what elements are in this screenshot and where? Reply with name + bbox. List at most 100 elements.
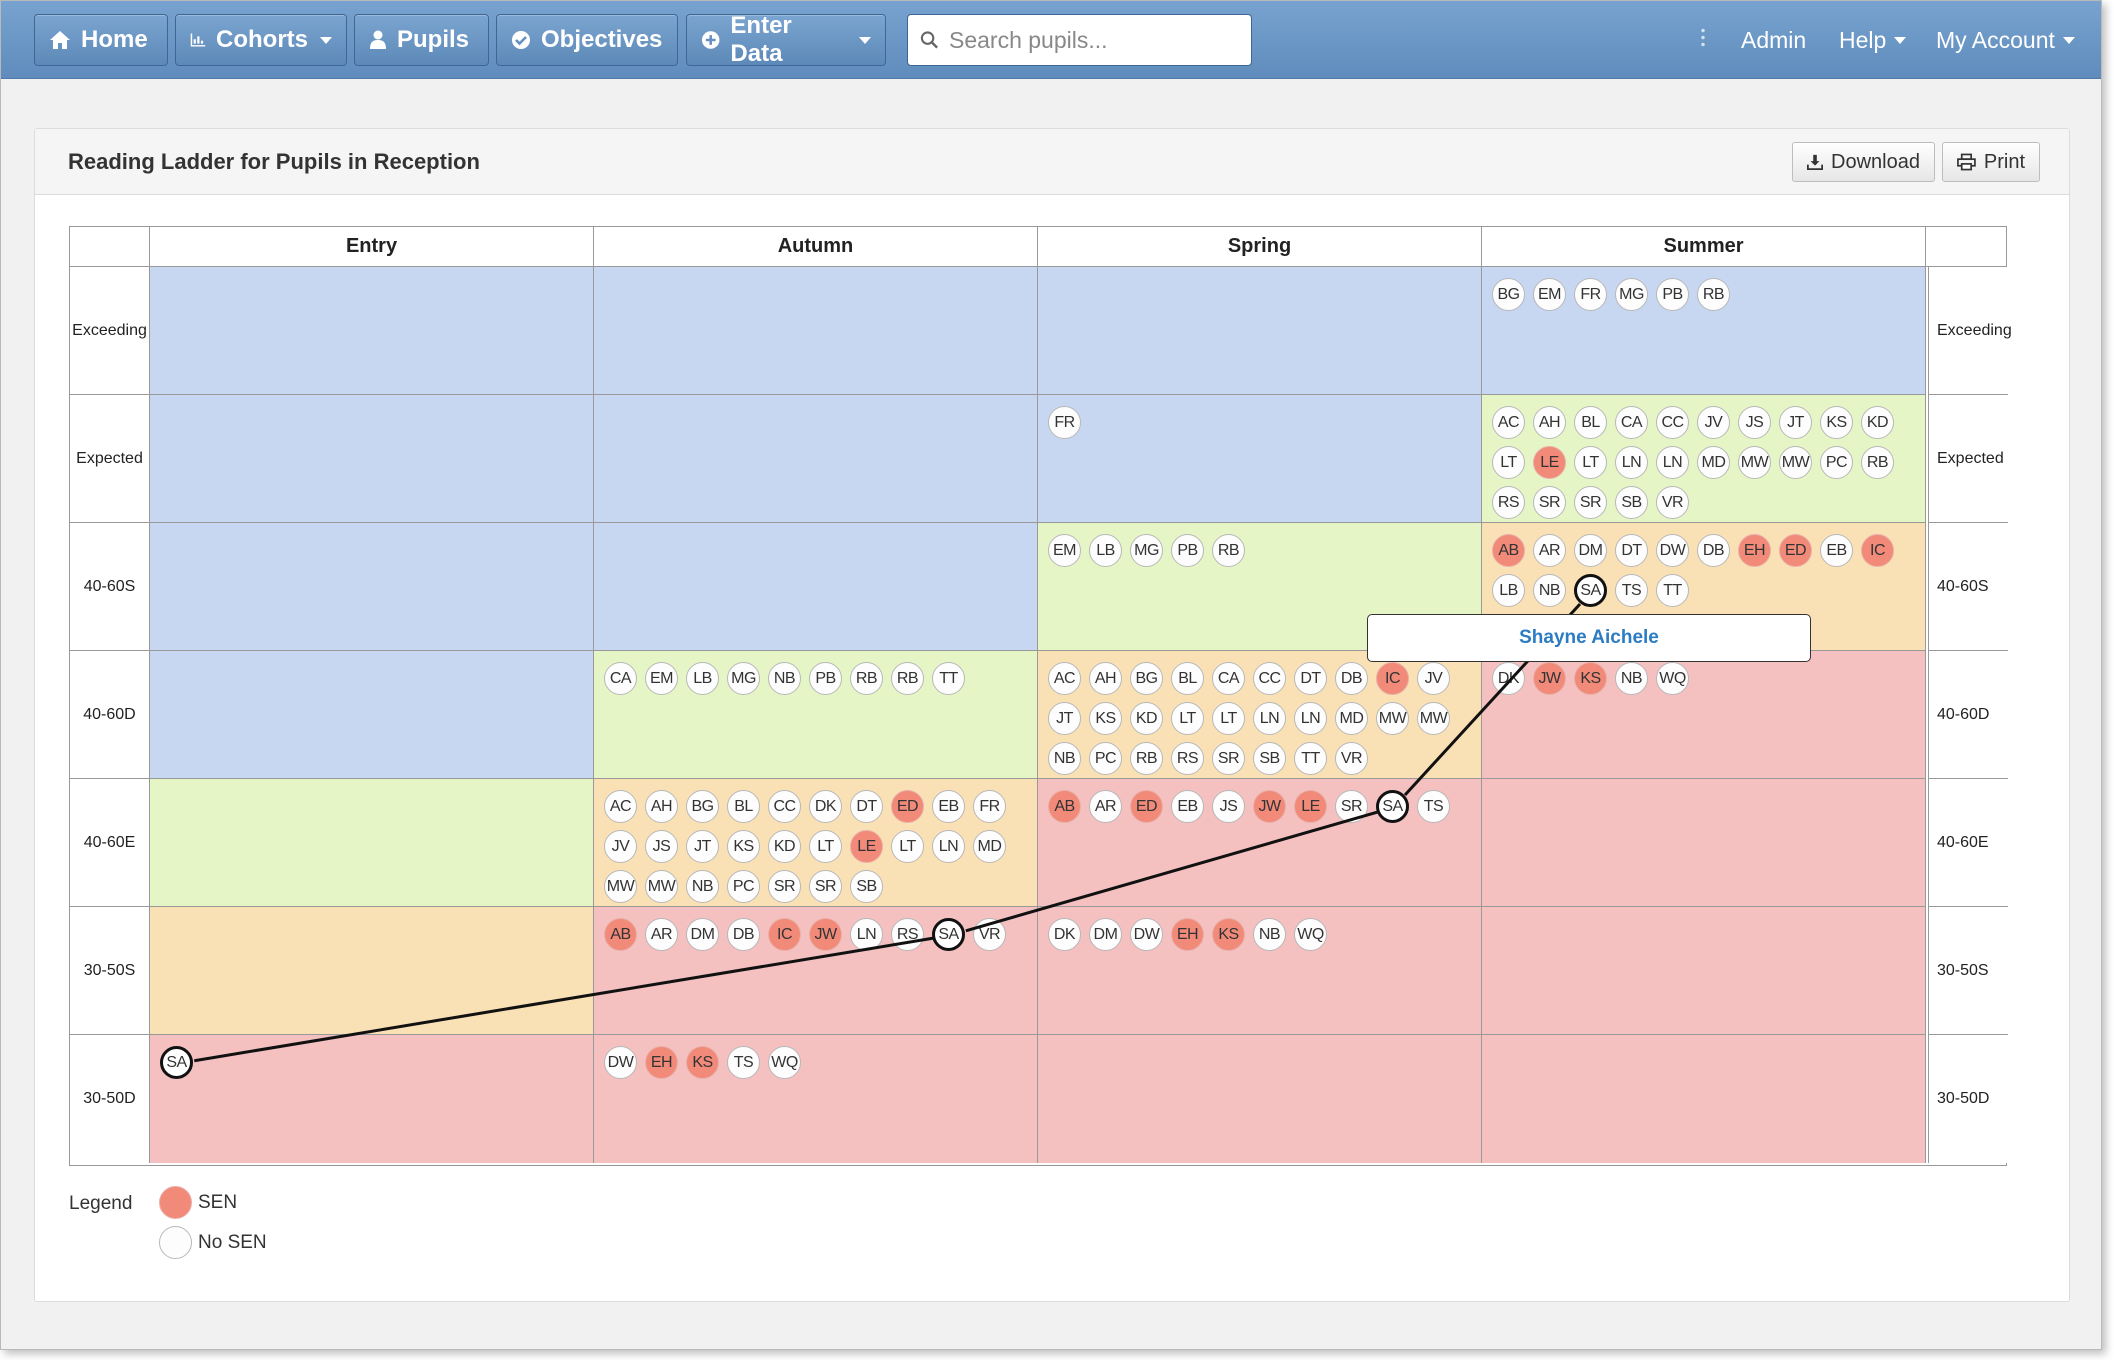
pupil-marker[interactable]: EB — [932, 790, 965, 823]
pupil-marker[interactable]: JT — [1779, 406, 1812, 439]
pupil-marker[interactable]: MD — [1335, 702, 1368, 735]
pupil-marker[interactable]: LE — [1533, 446, 1566, 479]
download-button[interactable]: Download — [1792, 142, 1935, 182]
pupil-marker[interactable]: BL — [1574, 406, 1607, 439]
pupil-marker[interactable]: EB — [1171, 790, 1204, 823]
pupil-marker[interactable]: DM — [1574, 534, 1607, 567]
pupil-marker[interactable]: LT — [1492, 446, 1525, 479]
pupil-marker[interactable]: DB — [727, 918, 760, 951]
pupil-marker[interactable]: LN — [1615, 446, 1648, 479]
pupil-marker[interactable]: NB — [1253, 918, 1286, 951]
nav-account-dropdown[interactable]: My Account — [1936, 1, 2075, 79]
pupil-marker-selected[interactable]: SA — [1376, 790, 1409, 823]
pupil-marker[interactable]: TS — [727, 1046, 760, 1079]
pupil-marker[interactable]: LT — [1171, 702, 1204, 735]
pupil-marker[interactable]: RB — [1130, 742, 1163, 775]
pupil-marker[interactable]: LB — [1089, 534, 1122, 567]
pupil-marker[interactable]: DB — [1697, 534, 1730, 567]
pupil-marker[interactable]: VR — [1656, 486, 1689, 519]
pupil-marker[interactable]: TT — [932, 662, 965, 695]
pupil-marker[interactable]: RB — [891, 662, 924, 695]
pupil-marker[interactable]: LE — [1294, 790, 1327, 823]
pupil-marker[interactable]: LB — [1492, 574, 1525, 607]
search-field[interactable] — [907, 14, 1252, 66]
nav-enter-data-dropdown[interactable]: Enter Data — [686, 12, 886, 67]
pupil-marker[interactable]: KD — [1130, 702, 1163, 735]
pupil-marker[interactable]: MD — [1697, 446, 1730, 479]
pupil-marker[interactable]: AC — [604, 790, 637, 823]
pupil-marker[interactable]: DK — [1492, 662, 1525, 695]
pupil-marker[interactable]: MW — [645, 870, 678, 903]
pupil-marker[interactable]: KS — [727, 830, 760, 863]
pupil-marker[interactable]: JW — [1533, 662, 1566, 695]
pupil-marker[interactable]: JV — [604, 830, 637, 863]
pupil-marker[interactable]: LT — [809, 830, 842, 863]
pupil-marker[interactable]: MW — [604, 870, 637, 903]
pupil-marker[interactable]: KS — [1089, 702, 1122, 735]
pupil-marker[interactable]: AR — [1089, 790, 1122, 823]
pupil-marker[interactable]: LN — [1253, 702, 1286, 735]
pupil-marker[interactable]: KD — [768, 830, 801, 863]
pupil-marker[interactable]: DK — [809, 790, 842, 823]
nav-pupils-button[interactable]: Pupils — [354, 14, 489, 66]
pupil-marker[interactable]: BL — [727, 790, 760, 823]
pupil-marker[interactable]: BG — [686, 790, 719, 823]
nav-admin-link[interactable]: Admin — [1741, 26, 1807, 53]
pupil-marker[interactable]: BG — [1130, 662, 1163, 695]
pupil-marker[interactable]: NB — [1615, 662, 1648, 695]
nav-objectives-button[interactable]: Objectives — [496, 14, 678, 66]
pupil-marker[interactable]: CA — [604, 662, 637, 695]
pupil-marker[interactable]: JS — [1212, 790, 1245, 823]
pupil-marker[interactable]: EM — [1048, 534, 1081, 567]
pupil-marker[interactable]: IC — [768, 918, 801, 951]
pupil-marker[interactable]: SR — [1212, 742, 1245, 775]
pupil-marker[interactable]: LN — [1294, 702, 1327, 735]
pupil-marker[interactable]: CC — [1656, 406, 1689, 439]
pupil-marker[interactable]: RB — [1212, 534, 1245, 567]
pupil-marker[interactable]: IC — [1376, 662, 1409, 695]
pupil-marker[interactable]: EH — [1738, 534, 1771, 567]
pupil-marker-selected[interactable]: SA — [932, 918, 965, 951]
pupil-marker[interactable]: LT — [891, 830, 924, 863]
pupil-marker[interactable]: JS — [1738, 406, 1771, 439]
pupil-marker[interactable]: PB — [1171, 534, 1204, 567]
pupil-marker[interactable]: DM — [1089, 918, 1122, 951]
pupil-marker[interactable]: SB — [1253, 742, 1286, 775]
pupil-marker[interactable]: ED — [891, 790, 924, 823]
pupil-marker[interactable]: CA — [1212, 662, 1245, 695]
pupil-marker[interactable]: ED — [1779, 534, 1812, 567]
pupil-marker[interactable]: VR — [1335, 742, 1368, 775]
pupil-marker[interactable]: BL — [1171, 662, 1204, 695]
pupil-marker[interactable]: AH — [1089, 662, 1122, 695]
pupil-marker[interactable]: EM — [645, 662, 678, 695]
pupil-marker[interactable]: AH — [1533, 406, 1566, 439]
pupil-marker[interactable]: JT — [686, 830, 719, 863]
pupil-marker[interactable]: RB — [1861, 446, 1894, 479]
pupil-marker[interactable]: MG — [1615, 278, 1648, 311]
pupil-marker[interactable]: SB — [1615, 486, 1648, 519]
pupil-marker[interactable]: MG — [1130, 534, 1163, 567]
pupil-marker[interactable]: DM — [686, 918, 719, 951]
pupil-marker[interactable]: AB — [1492, 534, 1525, 567]
pupil-marker[interactable]: KS — [1820, 406, 1853, 439]
pupil-marker[interactable]: LN — [932, 830, 965, 863]
pupil-marker[interactable]: LT — [1574, 446, 1607, 479]
pupil-marker[interactable]: JS — [645, 830, 678, 863]
nav-home-button[interactable]: Home — [34, 14, 168, 66]
pupil-marker[interactable]: NB — [686, 870, 719, 903]
pupil-marker[interactable]: PB — [1656, 278, 1689, 311]
pupil-marker[interactable]: AR — [645, 918, 678, 951]
pupil-marker[interactable]: PC — [727, 870, 760, 903]
pupil-marker[interactable]: DW — [604, 1046, 637, 1079]
pupil-marker[interactable]: ED — [1130, 790, 1163, 823]
pupil-marker[interactable]: RS — [1171, 742, 1204, 775]
pupil-marker[interactable]: LE — [850, 830, 883, 863]
pupil-marker[interactable]: DW — [1130, 918, 1163, 951]
pupil-marker[interactable]: VR — [973, 918, 1006, 951]
pupil-marker[interactable]: PC — [1820, 446, 1853, 479]
pupil-marker[interactable]: KS — [1212, 918, 1245, 951]
pupil-marker[interactable]: RB — [850, 662, 883, 695]
pupil-marker[interactable]: IC — [1861, 534, 1894, 567]
pupil-marker[interactable]: LN — [1656, 446, 1689, 479]
pupil-marker[interactable]: TS — [1417, 790, 1450, 823]
